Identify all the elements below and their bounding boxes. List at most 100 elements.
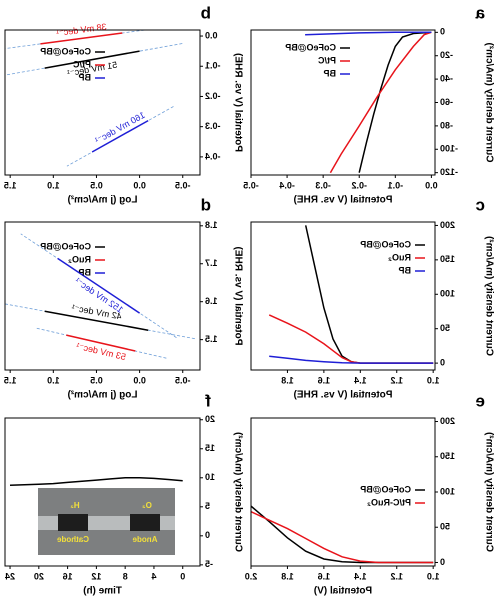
inset-label: Anode [132,535,157,544]
legend-label: CoFeO@BP [40,241,91,251]
y-tick-label: 0 [205,530,210,540]
data-line [251,511,434,564]
x-tick-label: 1.6 [318,375,331,385]
legend-label: BP [78,267,91,277]
panel: 0 4 8 12 16 20 24 -5 0 5 10 15 20 Time (h) Current den… [4,391,243,597]
electrode [130,514,160,531]
y-tick-label: 1.5 [205,334,218,344]
y-tick-label: -0.3 [205,121,221,131]
y-tick-label: 5 [205,501,210,511]
panel-letter: c [476,195,485,214]
data-line [9,477,183,487]
legend-label: BP [78,72,91,82]
y-tick-label: -20 [440,50,453,60]
y-tick-label: -100 [440,144,458,154]
x-tick-label: 16 [63,571,73,581]
x-tick-label: 1.0 [47,180,60,190]
legend-label: RuO₂ [68,254,91,264]
y-tick-label: 1.6 [205,296,218,306]
y-tick-label: 50 [440,323,450,333]
x-tick-label: 0.0 [133,375,146,385]
data-line [268,314,434,364]
x-axis-title: Time (h) [83,586,122,597]
panel-letter: d [201,195,211,214]
y-tick-label: -0.4 [205,151,221,161]
plot-frame [4,417,201,567]
data-line [40,32,123,45]
data-line [57,257,141,314]
y-tick-label: 10 [205,472,215,482]
x-tick-label: 1.0 [47,375,60,385]
y-axis-title: Current density (mA/cm²) [483,42,494,162]
electrode [58,514,88,531]
x-axis-title: Log (j mA/cm²) [68,195,138,206]
y-tick-label: 1.8 [205,220,218,230]
y-tick-label: 100 [440,486,455,496]
y-tick-label: 15 [205,443,215,453]
x-tick-label: 1.2 [390,571,403,581]
x-tick-label: 1.0 [427,571,440,581]
x-tick-label: 12 [91,571,101,581]
panel-letter: a [475,3,485,22]
y-axis-title: Current density (mA/cm²) [483,236,494,356]
x-axis-title: Potential (V vs. RHE) [294,195,393,206]
y-tick-label: -120 [440,167,458,177]
x-tick-label: -0.4 [279,180,295,190]
x-tick-label: 0.5 [90,375,103,385]
legend-label: Pt/C [317,55,336,65]
y-tick-label: -5 [205,559,213,569]
y-tick-label: 200 [440,416,455,426]
y-tick-label: -40 [440,73,453,83]
plot-frame [250,221,436,371]
y-tick-label: 20 [205,414,215,424]
y-tick-label: -60 [440,97,453,107]
legend-label: BP [323,68,336,78]
x-axis-title: Potential (V) [314,586,372,597]
plot-frame [4,29,201,176]
panel: -0.5 0.0 0.5 1.0 1.5 0.0 -0.1 -0.2 -0.3 -0.4 Log (… [4,3,243,206]
data-line [91,119,149,153]
x-tick-label: 1.8 [281,375,294,385]
plot-frame [250,29,436,176]
plot-frame [4,221,201,371]
x-tick-label: 1.5 [4,180,17,190]
y-tick-label: 150 [440,451,455,461]
x-tick-label: 0.0 [425,180,438,190]
x-tick-label: 1.5 [4,375,17,385]
legend-label: CoFeO@BP [360,239,411,249]
data-line [44,50,140,69]
y-axis-title: Current density (mA/cm²) [483,432,494,552]
x-axis-title: Log (j mA/cm²) [68,390,138,401]
x-tick-label: -0.2 [351,180,367,190]
x-tick-label: 0.0 [133,180,146,190]
y-tick-label: 0 [440,357,445,367]
data-line [305,31,432,36]
y-tick-label: 50 [440,522,450,532]
data-line [66,334,136,352]
x-tick-label: -0.3 [315,180,331,190]
legend-label: BP [398,265,411,275]
inset-label: Cathode [56,535,89,544]
panel-letter: e [476,391,485,410]
y-tick-label: 150 [440,254,455,264]
x-tick-label: 0 [180,571,185,581]
y-tick-label: 1.7 [205,258,218,268]
data-line [358,31,432,173]
y-axis-title: Current density (mA/cm²) [232,432,243,552]
panel-letter: b [201,3,211,22]
legend-label: RuO₂ [388,252,411,262]
data-line [269,355,434,364]
y-tick-label: 0 [440,557,445,567]
panel: 1.0 1.2 1.4 1.6 1.8 2.0 0 50 100 150 200 Potential … [245,391,495,596]
x-tick-label: -0.5 [243,180,259,190]
panel: -0.5 0.0 0.5 1.0 1.5 1.5 1.6 1.7 1.8 Log (j mA/cm… [4,195,243,401]
data-line [44,310,149,331]
x-tick-label: 1.4 [354,571,367,581]
legend-label: CoFeO@BP [285,42,336,52]
x-tick-label: 1.0 [427,375,440,385]
y-tick-label: 0.0 [205,30,218,40]
x-tick-label: 8 [123,571,128,581]
x-tick-label: 4 [151,571,156,581]
y-axis-title: Potential (V vs. RHE) [232,247,243,346]
